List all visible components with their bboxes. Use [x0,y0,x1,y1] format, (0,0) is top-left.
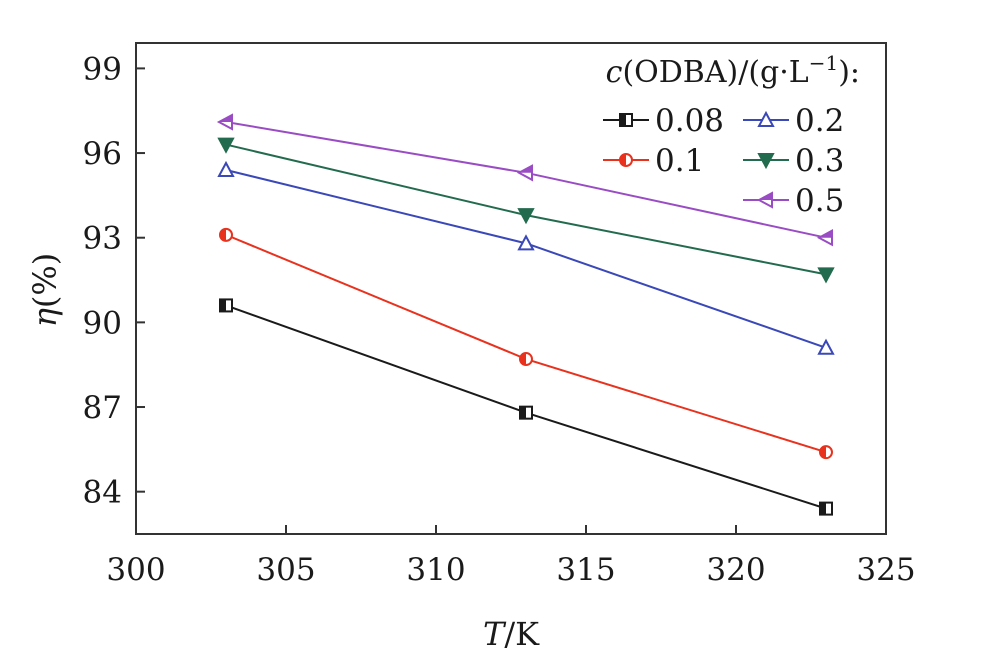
legend-title-text: (ODBA)/(g·L [622,55,808,90]
series-0_08 [219,298,833,516]
x-tick-label: 305 [256,552,315,588]
y-tick-label: 93 [83,221,122,257]
legend-label: 0.2 [795,103,844,139]
legend-label: 0.5 [795,183,844,219]
data-point-fill [820,502,826,515]
data-point [217,137,235,154]
legend-item-0_5: 0.5 [743,183,844,219]
series-0_1 [219,227,833,460]
legend-item-0_1: 0.1 [603,143,704,179]
y-axis-variable: η [26,308,64,327]
data-point [517,208,535,225]
x-axis-unit: /K [504,615,540,653]
x-tick-label: 320 [706,552,765,588]
y-axis-title: η(%) [26,253,64,328]
data-point-fill [219,115,232,123]
x-tick-label: 325 [856,552,915,588]
y-tick-label: 87 [83,390,122,426]
legend: 0.08 0.1 0.2 0.3 0.5 [603,103,844,219]
series-0_5 [216,113,833,247]
y-tick-label: 84 [83,475,122,511]
legend-title-end: ): [838,55,860,90]
x-tick-label: 315 [556,552,615,588]
series-line [225,169,827,349]
legend-marker-fill [759,193,772,200]
axes: 300 305 310 315 320 325 84 87 90 93 96 99 [83,42,916,588]
plot-frame [135,42,887,535]
data-point [817,338,835,355]
legend-marker [757,110,775,127]
x-tick-label: 300 [106,552,165,588]
legend-title-variable: c [606,55,623,90]
y-tick-label: 99 [83,51,122,87]
data-point-fill [520,353,526,366]
legend-marker-fill [620,114,626,126]
series-0_3 [217,137,835,284]
y-tick-label: 90 [83,305,122,341]
legend-title-superscript: −1 [809,51,838,75]
series-0_2 [217,160,835,355]
data-point [817,267,835,284]
y-axis-unit: (%) [26,253,64,308]
legend-label: 0.08 [655,103,724,139]
data-point-fill [220,299,226,312]
data-point-fill [519,165,532,173]
data-point-fill [220,228,226,241]
data-point-fill [520,406,526,419]
legend-marker [757,153,775,170]
data-point [517,234,535,251]
legend-item-0_2: 0.2 [743,103,844,139]
y-tick-label: 96 [83,136,122,172]
x-tick-label: 310 [406,552,465,588]
legend-item-0_08: 0.08 [603,103,724,139]
x-axis-variable: T [483,615,507,653]
x-axis-title: T/K [483,615,540,653]
legend-title: c(ODBA)/(g·L−1): [606,51,860,90]
legend-item-0_3: 0.3 [743,143,844,179]
data-point-fill [820,446,826,459]
data-point [217,160,235,177]
series-layer [216,113,835,516]
legend-label: 0.3 [795,143,844,179]
data-point-fill [819,230,832,238]
legend-marker-fill [620,154,626,166]
legend-label: 0.1 [655,143,704,179]
